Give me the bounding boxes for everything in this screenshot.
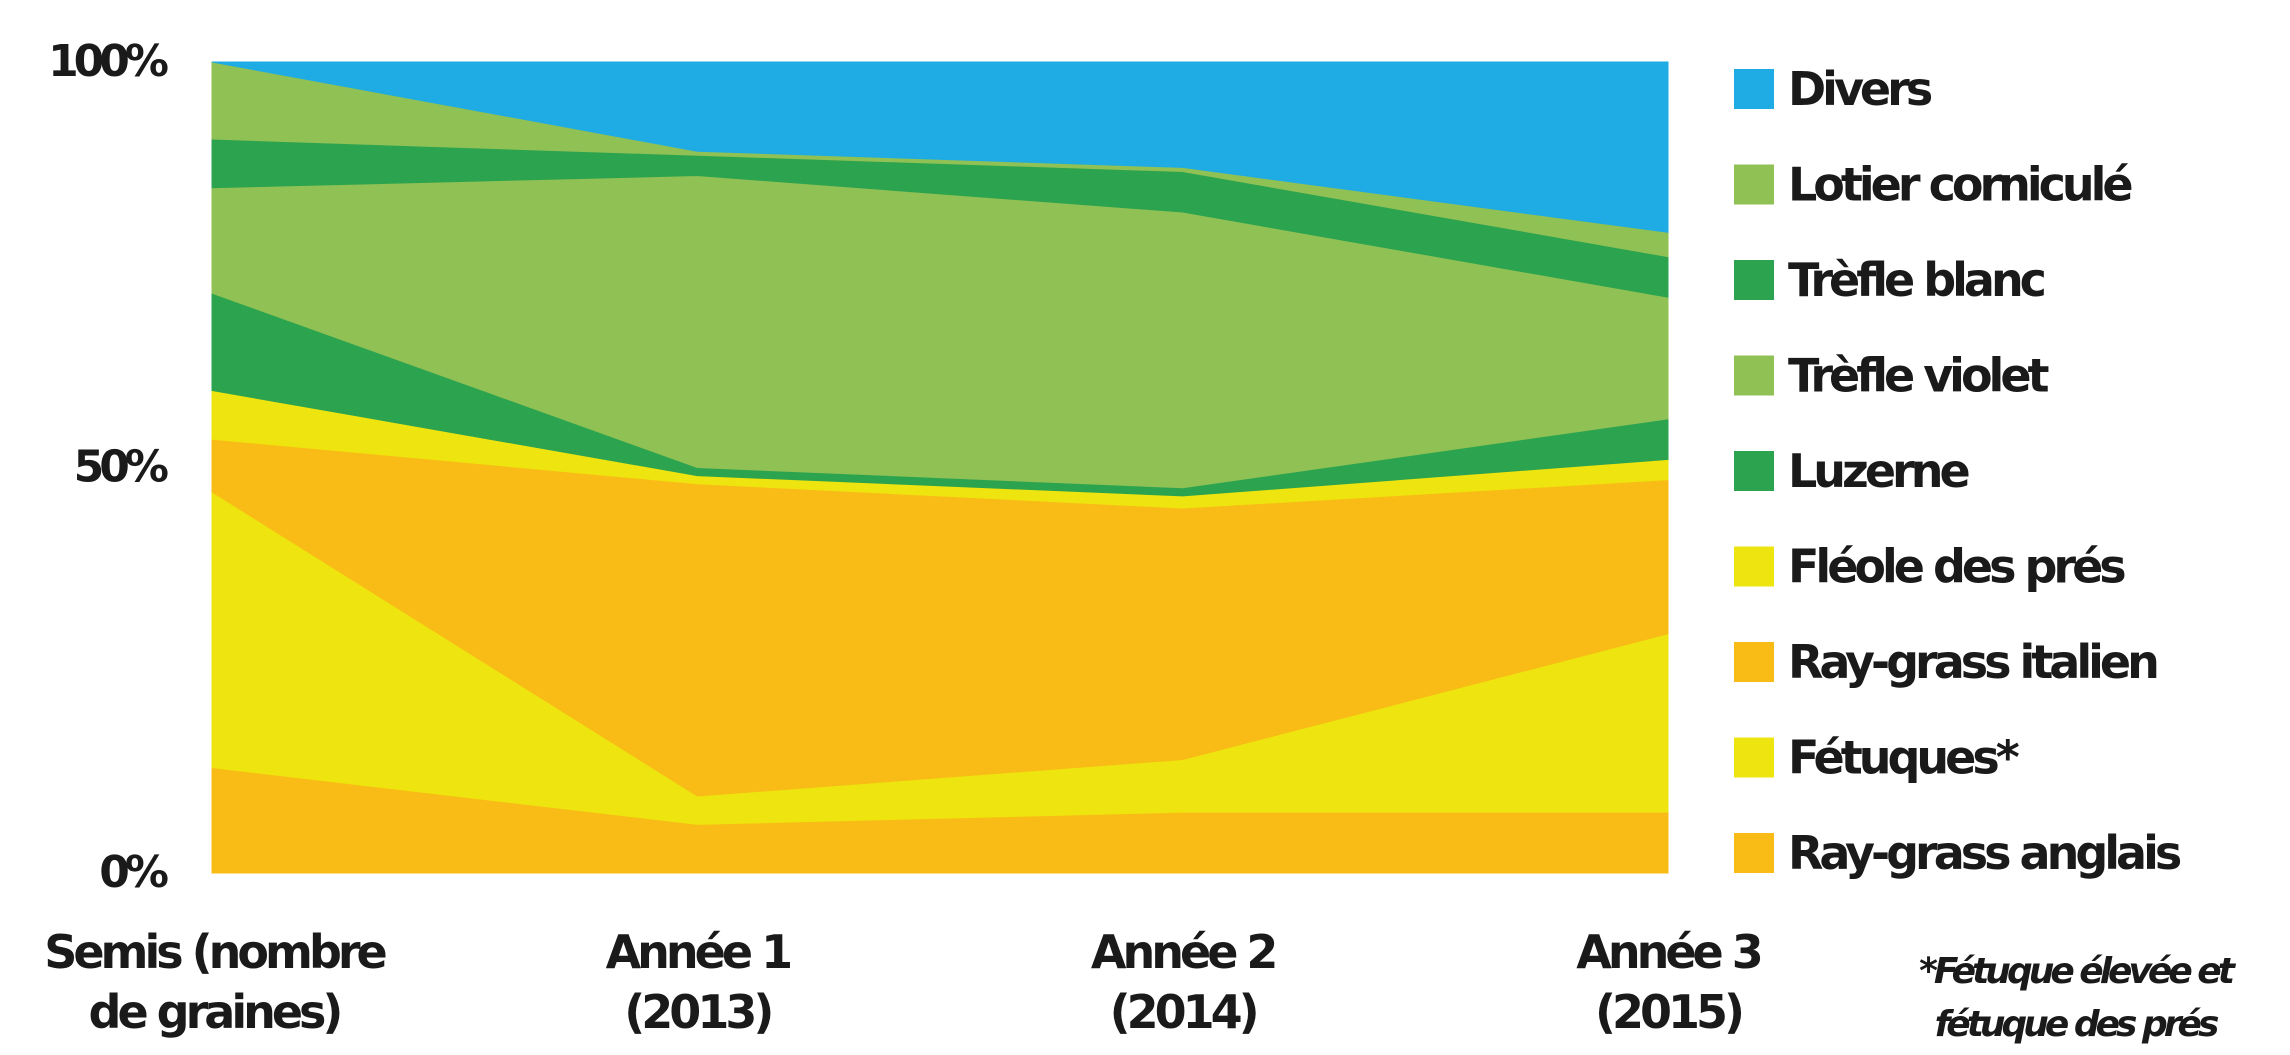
legend-item-ray-grass-anglais: Ray-grass anglais bbox=[1734, 826, 2185, 880]
footnote-line: fétuque des prés bbox=[1935, 1004, 2219, 1045]
legend-swatch bbox=[1734, 642, 1774, 682]
legend-label: Trèfle blanc bbox=[1788, 253, 2045, 307]
legend-label: Fétuques* bbox=[1788, 731, 2020, 785]
x-tick-label: (2013) bbox=[624, 985, 771, 1039]
legend-item-trefle-violet: Trèfle violet bbox=[1734, 349, 2053, 403]
x-axis-ticks: Semis (nombre de graines) Année 1 (2013) Ann… bbox=[44, 925, 1765, 1039]
x-tick-label: de graines) bbox=[89, 985, 341, 1039]
legend-swatch bbox=[1734, 355, 1774, 396]
legend-label: Ray-grass italien bbox=[1788, 635, 2157, 689]
legend-swatch bbox=[1734, 546, 1774, 587]
footnote-line: *Fétuque élevée et bbox=[1919, 951, 2237, 992]
legend-swatch bbox=[1734, 451, 1774, 491]
area-divers bbox=[211, 61, 1669, 233]
legend-swatch bbox=[1734, 833, 1774, 873]
legend-label: Lotier corniculé bbox=[1788, 158, 2131, 212]
legend-item-fetuques: Fétuques* bbox=[1734, 731, 2024, 785]
legend-swatch bbox=[1734, 69, 1774, 109]
y-tick-label: 0% bbox=[99, 847, 168, 898]
y-tick-label: 50% bbox=[74, 442, 168, 493]
legend-item-ray-grass-italien: Ray-grass italien bbox=[1734, 635, 2161, 689]
legend-item-lotier-cornicule: Lotier corniculé bbox=[1734, 158, 2135, 212]
x-tick-label: Année 2 bbox=[1091, 925, 1276, 979]
x-tick-label: (2015) bbox=[1595, 985, 1742, 1039]
legend-swatch bbox=[1734, 737, 1774, 778]
legend-label: Divers bbox=[1788, 62, 1932, 116]
footnote: *Fétuque élevée et fétuque des prés bbox=[1919, 951, 2241, 1045]
y-tick-label: 100% bbox=[48, 36, 168, 87]
legend-item-luzerne: Luzerne bbox=[1734, 444, 1972, 498]
legend-label: Ray-grass anglais bbox=[1788, 826, 2181, 880]
x-tick-label: Année 3 bbox=[1576, 925, 1761, 979]
area-layers bbox=[211, 61, 1669, 874]
x-tick-label: Semis (nombre bbox=[44, 925, 385, 979]
legend-label: Trèfle violet bbox=[1788, 349, 2049, 403]
legend-label: Fléole des prés bbox=[1788, 540, 2125, 594]
legend-label: Luzerne bbox=[1788, 444, 1968, 498]
legend: Divers Lotier corniculé Trèfle blanc Trèfle… bbox=[1734, 62, 2185, 880]
legend-item-divers: Divers bbox=[1734, 62, 1936, 116]
x-tick-label: (2014) bbox=[1110, 985, 1257, 1039]
legend-item-fleole-des-pres: Fléole des prés bbox=[1734, 540, 2129, 594]
legend-swatch bbox=[1734, 164, 1774, 205]
x-tick-label: Année 1 bbox=[606, 925, 791, 979]
y-axis-ticks: 0% 50% 100% bbox=[48, 36, 173, 898]
legend-item-trefle-blanc: Trèfle blanc bbox=[1734, 253, 2049, 307]
legend-swatch bbox=[1734, 260, 1774, 300]
